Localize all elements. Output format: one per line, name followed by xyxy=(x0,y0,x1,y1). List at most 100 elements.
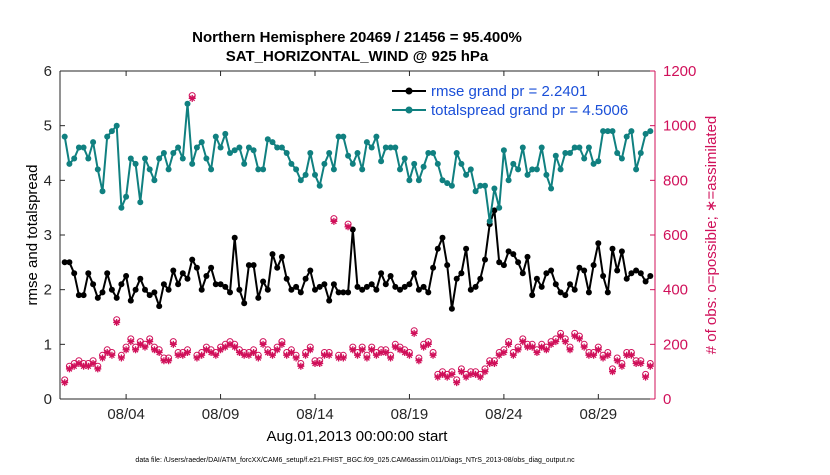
data-point xyxy=(90,281,97,288)
data-point xyxy=(335,354,343,362)
data-point xyxy=(132,160,139,167)
data-point xyxy=(320,351,328,359)
y-right-axis-ticks: 0 200 400 600 800 1000 1200 xyxy=(650,63,696,408)
data-point xyxy=(264,136,271,143)
data-point xyxy=(430,264,437,271)
data-point xyxy=(515,166,522,173)
data-point xyxy=(604,128,611,135)
data-point xyxy=(61,379,69,387)
data-point xyxy=(548,185,555,192)
data-point xyxy=(628,128,635,135)
data-point xyxy=(264,286,271,293)
data-point xyxy=(349,226,356,233)
data-point xyxy=(552,281,559,288)
data-point xyxy=(548,267,555,274)
data-point xyxy=(571,332,579,340)
data-point xyxy=(278,253,285,260)
data-point xyxy=(80,362,88,370)
data-point xyxy=(524,253,531,260)
data-point xyxy=(609,245,616,252)
data-point xyxy=(127,155,134,162)
data-point xyxy=(212,281,219,288)
data-point xyxy=(444,180,451,187)
data-point xyxy=(581,267,588,274)
data-point xyxy=(325,351,333,359)
data-point xyxy=(222,283,229,290)
data-point xyxy=(188,94,196,102)
data-point xyxy=(510,160,517,167)
data-point xyxy=(354,150,361,156)
data-point xyxy=(75,359,83,367)
data-point xyxy=(448,305,455,312)
x-axis-ticks: 08/04 08/09 08/14 08/19 08/24 08/29 xyxy=(107,71,617,423)
data-point xyxy=(241,160,248,167)
data-point xyxy=(590,160,597,167)
data-point xyxy=(108,128,115,135)
data-point xyxy=(254,354,262,362)
data-point xyxy=(387,273,394,279)
data-point xyxy=(321,281,328,288)
data-point xyxy=(387,354,395,362)
y-left-tick-label: 0 xyxy=(44,391,52,408)
data-point xyxy=(283,150,290,156)
data-point xyxy=(600,273,607,279)
data-point xyxy=(212,133,219,140)
data-point xyxy=(524,171,531,178)
data-point xyxy=(618,362,626,370)
data-point xyxy=(345,152,352,159)
data-point xyxy=(122,346,130,354)
data-point xyxy=(609,368,616,376)
data-point xyxy=(477,182,484,189)
data-point xyxy=(226,340,234,348)
data-point xyxy=(349,160,356,167)
x-tick-label: 08/19 xyxy=(391,406,429,423)
data-point xyxy=(425,150,432,156)
data-point xyxy=(165,357,173,365)
data-point xyxy=(448,182,455,189)
y-right-tick-label: 600 xyxy=(663,227,688,244)
data-point xyxy=(283,351,291,359)
data-point xyxy=(458,160,465,167)
data-point xyxy=(269,251,276,258)
data-point xyxy=(160,281,167,288)
y-right-tick-label: 200 xyxy=(663,336,688,353)
data-point xyxy=(297,362,305,370)
data-point xyxy=(141,343,149,351)
data-point xyxy=(580,343,588,351)
data-point xyxy=(155,349,163,357)
data-point xyxy=(207,349,215,357)
data-point xyxy=(193,144,200,151)
data-point xyxy=(453,150,460,156)
x-tick-label: 08/14 xyxy=(296,406,334,423)
data-point xyxy=(198,286,205,293)
data-point xyxy=(529,166,536,173)
data-point xyxy=(150,346,158,354)
data-point xyxy=(561,338,569,346)
data-point xyxy=(151,177,158,184)
chart-subtitle: SAT_HORIZONTAL_WIND @ 925 hPa xyxy=(226,48,489,65)
data-point xyxy=(349,346,357,354)
y-left-tick-label: 1 xyxy=(44,336,52,353)
y-right-tick-label: 400 xyxy=(663,282,688,299)
data-point xyxy=(434,245,441,252)
data-point xyxy=(637,359,645,367)
data-point xyxy=(123,193,130,200)
data-point xyxy=(443,373,451,381)
data-point xyxy=(425,289,432,296)
data-point xyxy=(293,166,300,173)
data-point xyxy=(189,160,196,167)
data-point xyxy=(359,166,366,173)
data-point xyxy=(99,289,106,296)
data-point xyxy=(174,351,182,359)
data-point xyxy=(250,262,257,269)
data-point xyxy=(108,286,115,293)
data-point xyxy=(542,346,550,354)
data-point xyxy=(354,351,361,359)
data-point xyxy=(472,188,479,195)
data-point xyxy=(575,335,583,343)
data-point xyxy=(65,365,73,373)
data-point xyxy=(392,144,399,151)
y-right-tick-label: 800 xyxy=(663,172,688,189)
data-point xyxy=(595,240,602,247)
data-point xyxy=(562,150,569,156)
